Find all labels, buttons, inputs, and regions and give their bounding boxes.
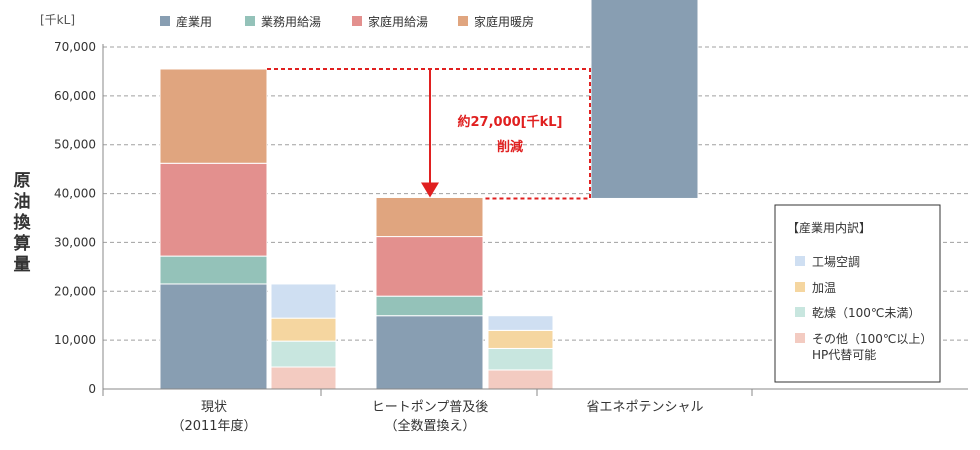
- bar-segment-0-cat2: [590, 0, 699, 199]
- unit-label: [千kL]: [40, 13, 75, 27]
- reduction-arrow-head: [421, 182, 439, 198]
- breakdown-segment-0-cat0: [270, 366, 337, 390]
- legend-label-3: 家庭用暖房: [474, 14, 534, 29]
- breakdown-segment-2-cat1: [487, 329, 554, 349]
- breakdown-segment-2-cat0: [270, 317, 337, 342]
- legend-label-0: 産業用: [176, 14, 212, 29]
- legend-swatch-0: [160, 16, 170, 26]
- breakdown-swatch-2: [795, 307, 805, 317]
- breakdown-segment-1-cat1: [487, 347, 554, 371]
- bars: [159, 0, 699, 390]
- y-tick-label: 60,000: [54, 89, 96, 103]
- breakdown-swatch-3: [795, 333, 805, 343]
- breakdown-segment-3-cat1: [487, 315, 554, 331]
- breakdown-segment-3-cat0: [270, 283, 337, 319]
- y-tick-label: 20,000: [54, 284, 96, 298]
- legend-label-1: 業務用給湯: [261, 15, 321, 29]
- y-tick-labels: 0 10,000 20,000 30,000 40,000 50,000 60,000 70,…: [54, 40, 96, 396]
- breakdown-segment-0-cat1: [487, 369, 554, 390]
- bar-segment-2-cat1: [375, 236, 484, 297]
- category-sublabel-0: （2011年度）: [171, 418, 256, 434]
- x-axis: [102, 44, 968, 396]
- bar-segment-3-cat0: [159, 68, 268, 164]
- y-tick-label: 70,000: [54, 40, 96, 54]
- category-label-2: 省エネポテンシャル: [586, 400, 703, 415]
- breakdown-segment-1-cat0: [270, 340, 337, 368]
- breakdown-title: 【産業用内訳】: [787, 220, 871, 235]
- category-labels: 現状 （2011年度） ヒートポンプ普及後 （全数置換え） 省エネポテンシャル: [171, 400, 703, 434]
- bar-segment-0-cat1: [375, 315, 484, 390]
- reduction-label: 削減: [497, 139, 523, 155]
- y-tick-label: 40,000: [54, 187, 96, 201]
- bar-segment-2-cat0: [159, 162, 268, 257]
- breakdown-swatch-0: [795, 256, 805, 266]
- legend-swatch-2: [352, 16, 362, 26]
- reduction-annotation: 約27,000[千kL] 削減: [267, 67, 591, 200]
- category-sublabel-1: （全数置換え）: [384, 418, 475, 434]
- legend: [千kL] 産業用 業務用給湯 家庭用給湯 家庭用暖房: [40, 13, 534, 29]
- breakdown-label-3: その他（100℃以上）: [812, 332, 932, 346]
- bar-segment-0-cat0: [159, 283, 268, 390]
- reduction-dashed-frame: [267, 67, 591, 200]
- breakdown-label-2: 乾燥（100℃未満）: [812, 306, 920, 320]
- bar-segment-1-cat0: [159, 255, 268, 285]
- breakdown-swatch-1: [795, 282, 805, 292]
- reduction-amount: 約27,000[千kL]: [458, 114, 563, 130]
- breakdown-box-frame: [774, 204, 941, 383]
- breakdown-sublabel-3: HP代替可能: [812, 348, 876, 362]
- breakdown-label-1: 加温: [812, 281, 836, 295]
- bar-segment-3-cat1: [375, 196, 484, 238]
- category-label-0: 現状: [201, 400, 227, 415]
- legend-swatch-1: [245, 16, 255, 26]
- y-tick-label: 0: [88, 382, 96, 396]
- category-label-1: ヒートポンプ普及後: [372, 400, 489, 415]
- legend-swatch-3: [458, 16, 468, 26]
- y-tick-label: 10,000: [54, 333, 96, 347]
- breakdown-label-0: 工場空調: [812, 255, 860, 269]
- bar-segment-1-cat1: [375, 295, 484, 317]
- y-tick-label: 30,000: [54, 235, 96, 249]
- y-tick-label: 50,000: [54, 138, 96, 152]
- legend-label-2: 家庭用給湯: [368, 14, 428, 29]
- y-axis-label: 原油換算量: [13, 171, 32, 275]
